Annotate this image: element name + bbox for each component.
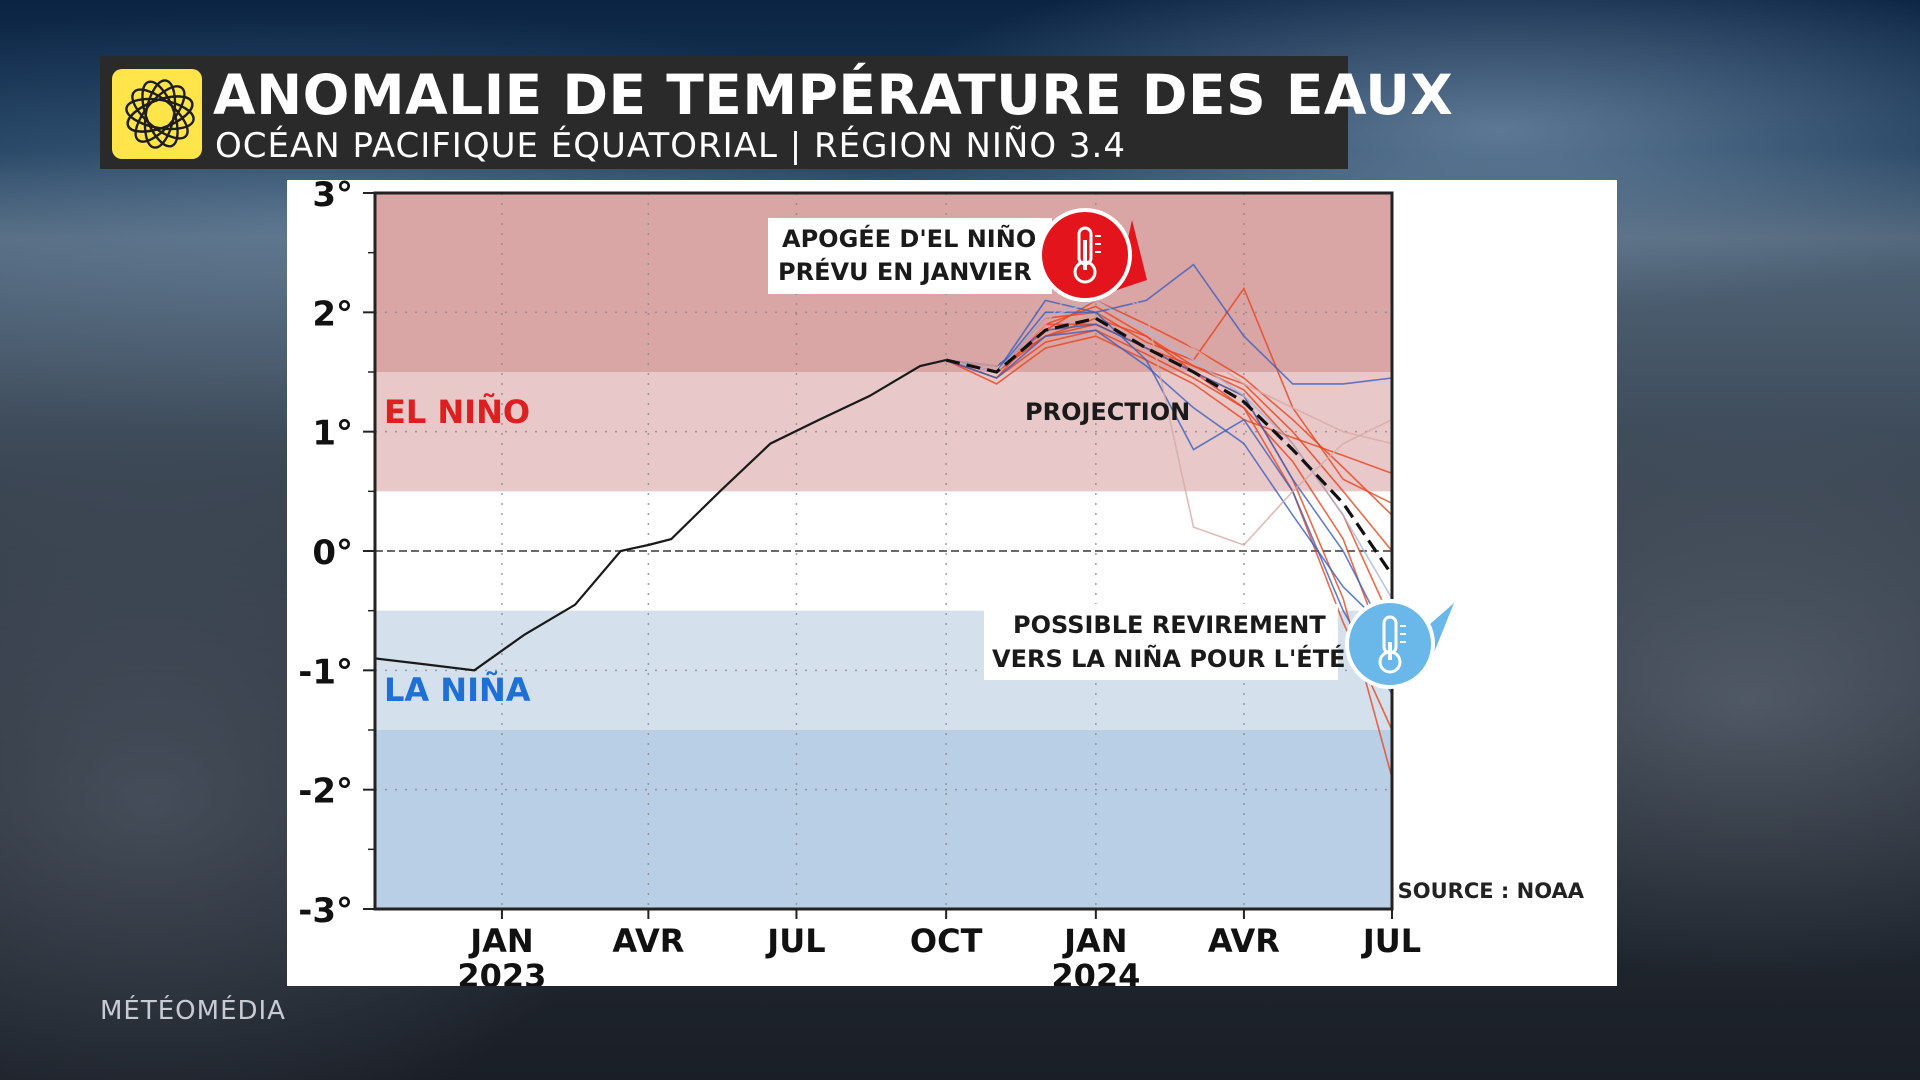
y-tick-label: 2° [312, 294, 353, 334]
la-nina-strong-band [375, 730, 1392, 909]
observed-anomaly-line [374, 359, 947, 672]
peak-callout: APOGÉE D'EL NIÑO PRÉVU EN JANVIER [768, 208, 1147, 302]
y-tick-label: 1° [312, 414, 353, 454]
title-bar: ANOMALIE DE TEMPÉRATURE DES EAUX OCÉAN P… [100, 56, 1453, 169]
weather-swirl-logo-graphic [125, 79, 195, 149]
y-tick-label: -1° [298, 652, 353, 692]
x-tick-label: JUL [1361, 922, 1421, 960]
main-lines-layer [374, 316, 1394, 672]
y-tick-label: -3° [298, 891, 353, 931]
weather-swirl-logo-icon [112, 69, 202, 159]
brand-watermark: MÉTÉOMÉDIA [100, 996, 286, 1026]
page-subtitle: OCÉAN PACIFIQUE ÉQUATORIAL | RÉGION NIÑO… [215, 126, 1126, 166]
shift-callout-line1: POSSIBLE REVIREMENT [1013, 611, 1326, 639]
x-tick-label: JAN [1062, 922, 1127, 960]
la-nina-band-label: LA NIÑA [384, 671, 531, 709]
hot-thermometer-icon [1038, 208, 1147, 302]
shift-callout-line2: VERS LA NIÑA POUR L'ÉTÉ [992, 644, 1345, 673]
x-tick-label: AVR [612, 922, 684, 960]
x-tick-label: JAN [468, 922, 533, 960]
ensemble-member-line [945, 335, 1393, 475]
shift-callout-box [984, 604, 1338, 680]
peak-callout-box [768, 218, 1052, 294]
ensemble-member-line [946, 275, 1393, 445]
chart-panel: 3° 2° 1° 0° -1° -2° -3° JAN 2023 AVR JUL OCT JAN 2024… [287, 180, 1617, 986]
shift-callout: POSSIBLE REVIREMENT VERS LA NIÑA POUR L'… [984, 599, 1454, 689]
ensemble-member-line [945, 257, 1393, 546]
y-tick-label: 0° [312, 533, 353, 573]
page-title: ANOMALIE DE TEMPÉRATURE DES EAUX [213, 63, 1454, 127]
ensemble-member-line [945, 299, 1393, 600]
y-tick-label: -2° [298, 772, 353, 812]
el-nino-band-label: EL NIÑO [384, 393, 530, 431]
source-label: SOURCE : NOAA [1398, 879, 1585, 903]
x-tick-year-label: 2024 [1051, 957, 1140, 986]
ensemble-member-line [945, 329, 1393, 671]
peak-callout-line2: PRÉVU EN JANVIER [778, 257, 1032, 286]
cold-thermometer-icon [1345, 599, 1454, 689]
grid-layer [375, 193, 1393, 909]
ensemble-member-line [945, 323, 1393, 552]
ensemble-mean-line [945, 316, 1394, 576]
peak-callout-line1: APOGÉE D'EL NIÑO [782, 224, 1036, 253]
x-tick-label: AVR [1208, 922, 1280, 960]
ensemble-member-line [945, 317, 1393, 731]
x-tick-label: OCT [910, 922, 983, 960]
y-tick-label: 3° [312, 180, 353, 215]
projection-label: PROJECTION [1025, 398, 1190, 426]
x-tick-label: JUL [765, 922, 825, 960]
ensemble-member-line [945, 329, 1393, 636]
ensemble-member-line [945, 263, 1393, 385]
x-tick-year-label: 2023 [457, 957, 546, 986]
